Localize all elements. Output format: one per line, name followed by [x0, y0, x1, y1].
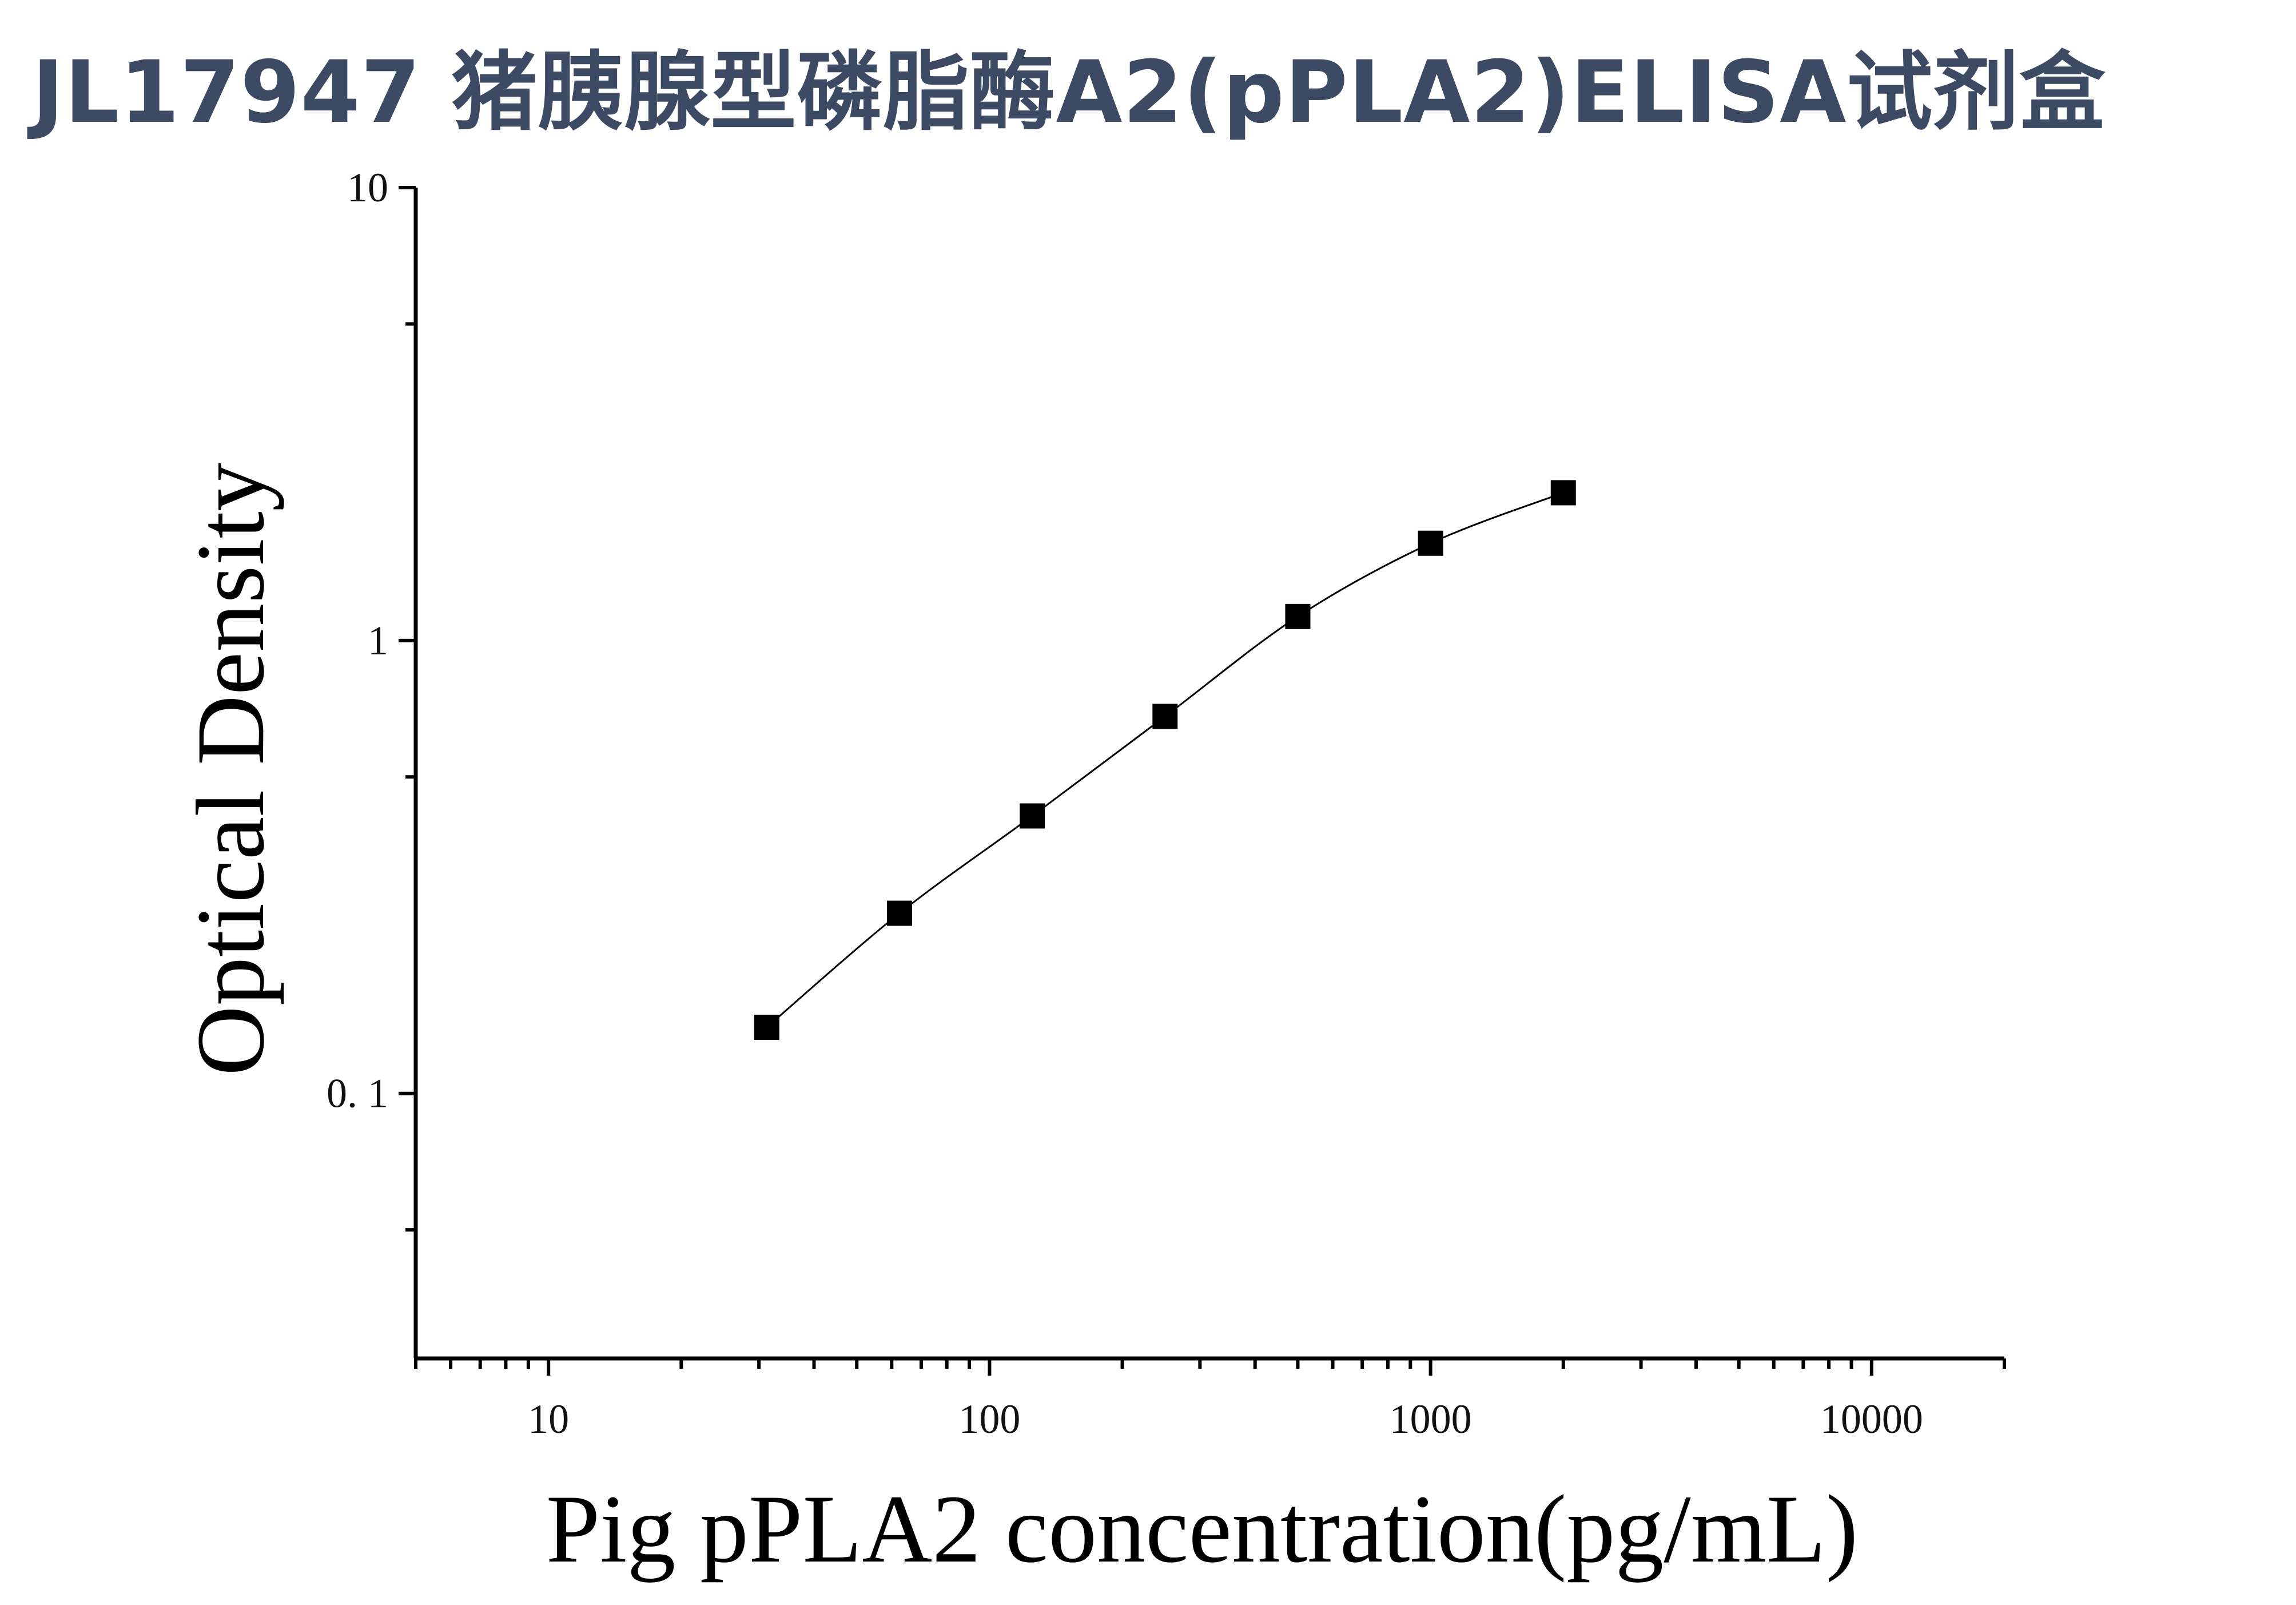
x-tick-label: 10000	[1820, 1396, 1923, 1442]
x-tick-label: 10	[528, 1396, 569, 1442]
y-tick-label: 1	[368, 618, 388, 664]
axis-labels: 10 100 1000 10000 0. 1 1 10	[327, 165, 1923, 1442]
data-point-square	[1418, 530, 1443, 556]
data-point-square	[886, 900, 912, 926]
data-points	[754, 480, 1576, 1040]
fit-curve	[766, 492, 1564, 1028]
y-axis-title: Optical Density	[177, 463, 284, 1076]
axes	[399, 186, 2006, 1376]
x-tick-label: 100	[958, 1396, 1020, 1442]
x-tick-label: 1000	[1390, 1396, 1472, 1442]
data-point-square	[1152, 704, 1178, 729]
x-axis-title: Pig pPLA2 concentration(pg/mL)	[546, 1475, 1859, 1583]
data-point-square	[1285, 603, 1311, 629]
y-tick-label: 10	[347, 165, 388, 210]
fit-curve-group	[766, 492, 1564, 1028]
data-point-square	[1020, 803, 1045, 829]
data-point-square	[754, 1015, 779, 1040]
chart-title: JL17947 猪胰腺型磷脂酶A2(pPLA2)ELISA试剂盒	[32, 43, 2106, 142]
y-tick-label: 0. 1	[327, 1071, 388, 1117]
data-point-square	[1550, 480, 1576, 506]
